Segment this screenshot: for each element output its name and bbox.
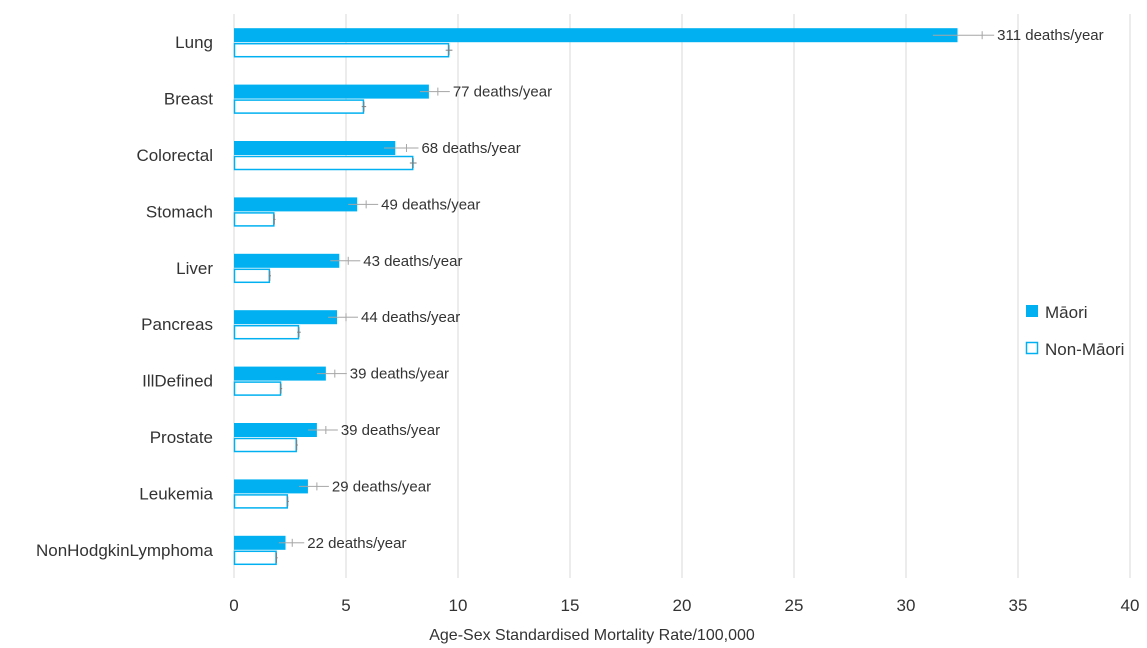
category-labels: Lung Breast Colorectal Stomach Liver Pancreas… bbox=[36, 33, 214, 560]
x-tick-label: 20 bbox=[673, 596, 692, 615]
bar-maori-leukemia bbox=[234, 479, 308, 494]
x-tick-label: 15 bbox=[561, 596, 580, 615]
bar-non-maori-stomach bbox=[233, 212, 275, 227]
data-label-maori-breast: 77 deaths/year bbox=[453, 84, 552, 101]
x-tick-label: 0 bbox=[229, 596, 238, 615]
data-label-maori-lung: 311 deaths/year bbox=[997, 27, 1103, 44]
category-label-colorectal: Colorectal bbox=[136, 146, 213, 165]
data-label-maori-leukemia: 29 deaths/year bbox=[332, 478, 431, 495]
x-tick-label: 40 bbox=[1121, 596, 1140, 615]
category-label-breast: Breast bbox=[164, 90, 213, 109]
x-tick-label: 10 bbox=[449, 596, 468, 615]
category-label-nonhodgkinlymphoma: NonHodgkinLymphoma bbox=[36, 541, 214, 560]
category-label-pancreas: Pancreas bbox=[141, 315, 213, 334]
bars: 311 deaths/year 77 deaths/year 68 deaths/y… bbox=[233, 27, 1104, 566]
data-label-maori-liver: 43 deaths/year bbox=[363, 253, 462, 270]
bar-non-maori-nonhodgkinlymphoma bbox=[233, 550, 277, 566]
data-label-maori-colorectal: 68 deaths/year bbox=[421, 140, 520, 157]
legend: Māori Non-Māori bbox=[1025, 303, 1124, 359]
bar-maori-colorectal bbox=[234, 141, 396, 155]
bar-maori-pancreas bbox=[234, 310, 338, 325]
data-label-maori-pancreas: 44 deaths/year bbox=[361, 309, 460, 326]
x-tick-label: 25 bbox=[785, 596, 804, 615]
category-label-leukemia: Leukemia bbox=[139, 484, 213, 503]
category-label-stomach: Stomach bbox=[146, 202, 213, 221]
bar-non-maori-liver bbox=[233, 268, 271, 284]
bar-maori-liver bbox=[234, 253, 340, 268]
bar-maori-illdefined bbox=[234, 366, 326, 381]
bar-maori-stomach bbox=[234, 197, 358, 212]
bar-maori-lung bbox=[234, 28, 958, 43]
legend-swatch-non-maori bbox=[1025, 341, 1039, 355]
bar-non-maori-lung bbox=[233, 42, 450, 58]
bar-non-maori-illdefined bbox=[233, 381, 282, 396]
bar-non-maori-prostate bbox=[233, 437, 297, 453]
bar-maori-prostate bbox=[234, 423, 317, 437]
data-label-maori-illdefined: 39 deaths/year bbox=[350, 366, 449, 383]
data-label-maori-prostate: 39 deaths/year bbox=[341, 422, 440, 439]
legend-swatch-maori bbox=[1026, 305, 1038, 317]
category-label-prostate: Prostate bbox=[150, 428, 213, 447]
category-label-illdefined: IllDefined bbox=[142, 372, 213, 391]
x-tick-label: 5 bbox=[341, 596, 350, 615]
bar-non-maori-breast bbox=[233, 99, 365, 114]
category-label-liver: Liver bbox=[176, 259, 213, 278]
bar-non-maori-pancreas bbox=[233, 324, 300, 340]
data-label-maori-stomach: 49 deaths/year bbox=[381, 196, 480, 213]
bar-non-maori-colorectal bbox=[233, 155, 414, 171]
legend-label-maori: Māori bbox=[1045, 303, 1088, 322]
x-axis-title: Age-Sex Standardised Mortality Rate/100,… bbox=[429, 627, 755, 644]
legend-label-non-maori: Non-Māori bbox=[1045, 340, 1124, 359]
x-tick-label: 30 bbox=[897, 596, 916, 615]
bar-non-maori-leukemia bbox=[233, 494, 289, 509]
category-label-lung: Lung bbox=[175, 33, 213, 52]
data-label-maori-nonhodgkinlymphoma: 22 deaths/year bbox=[307, 535, 406, 552]
bar-maori-breast bbox=[234, 84, 429, 99]
bar-maori-nonhodgkinlymphoma bbox=[234, 535, 286, 550]
x-tick-label: 35 bbox=[1009, 596, 1028, 615]
x-tick-labels: 0 5 10 15 20 25 30 35 40 bbox=[229, 596, 1139, 615]
